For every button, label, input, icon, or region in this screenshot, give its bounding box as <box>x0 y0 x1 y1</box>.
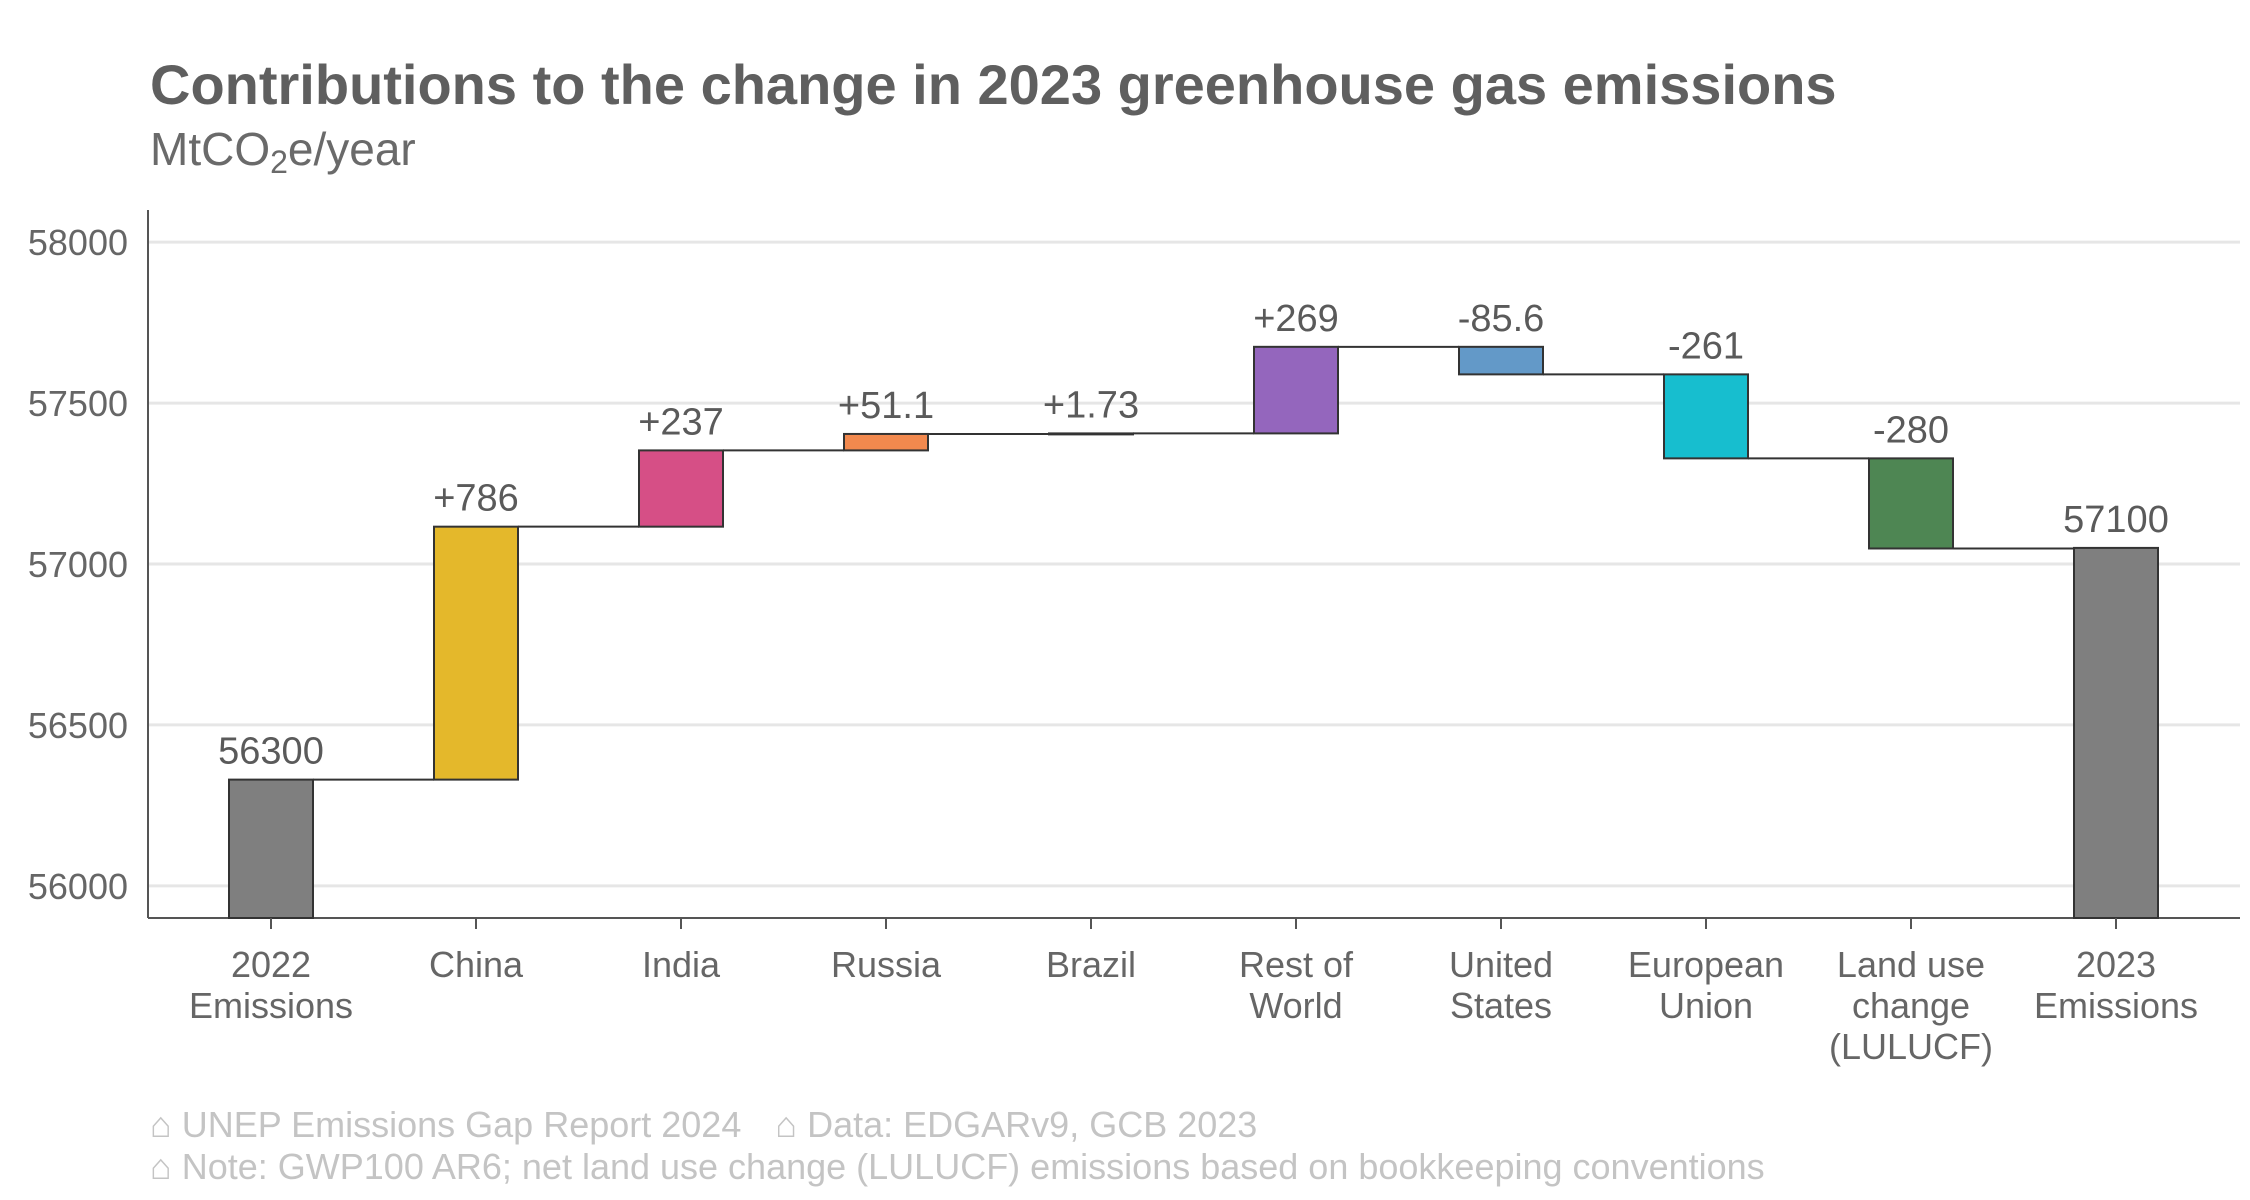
data-label: -261 <box>1668 325 1744 367</box>
data-label: -85.6 <box>1458 298 1545 340</box>
data-label: 57100 <box>2063 499 2169 541</box>
y-tick-label: 57500 <box>28 383 128 424</box>
caption-source: ⌂ UNEP Emissions Gap Report 2024 <box>150 1104 742 1145</box>
y-tick-label: 58000 <box>28 222 128 263</box>
x-tick-label: Union <box>1659 985 1753 1026</box>
bar <box>638 449 724 528</box>
data-label: +237 <box>638 401 724 443</box>
bar <box>1663 373 1749 460</box>
data-label: -280 <box>1873 409 1949 451</box>
bar <box>1253 345 1339 435</box>
unit-suffix: e/year <box>287 123 416 175</box>
caption-line-2: ⌂ Note: GWP100 AR6; net land use change … <box>150 1146 1765 1187</box>
x-tick-label: Emissions <box>2034 985 2198 1026</box>
x-tick-label: European <box>1628 944 1784 985</box>
x-tick-label: World <box>1249 985 1342 1026</box>
data-label: +786 <box>433 478 519 520</box>
x-tick-label: United <box>1449 944 1553 985</box>
unit-subscript: 2 <box>270 144 288 180</box>
data-label: 56300 <box>218 731 324 773</box>
x-tick-label: Land use <box>1837 944 1985 985</box>
chart-subtitle: MtCO2e/year <box>150 122 416 181</box>
x-tick-label: Emissions <box>189 985 353 1026</box>
y-tick-label: 57000 <box>28 544 128 585</box>
x-tick-label: (LULUCF) <box>1829 1026 1993 1067</box>
data-label: +269 <box>1253 298 1339 340</box>
x-tick-label: change <box>1852 985 1970 1026</box>
caption-line-1: ⌂ UNEP Emissions Gap Report 2024 ⌂ Data: … <box>150 1104 1257 1146</box>
bar <box>2073 546 2159 920</box>
data-label: +1.73 <box>1043 384 1139 426</box>
bar <box>228 778 314 919</box>
y-tick-label: 56500 <box>28 705 128 746</box>
x-tick-label: Russia <box>831 944 942 985</box>
data-label: +51.1 <box>838 385 934 427</box>
caption-data: ⌂ Data: EDGARv9, GCB 2023 <box>775 1104 1258 1145</box>
bar <box>1868 457 1954 550</box>
x-tick-label: India <box>642 944 721 985</box>
x-tick-label: Brazil <box>1046 944 1136 985</box>
bar <box>1458 345 1544 376</box>
bar <box>433 525 519 781</box>
unit-prefix: MtCO <box>150 123 271 175</box>
x-tick-label: Rest of <box>1239 944 1354 985</box>
y-tick-label: 56000 <box>28 866 128 907</box>
bar <box>1048 432 1134 436</box>
x-tick-label: 2022 <box>231 944 311 985</box>
bar <box>843 432 929 452</box>
x-tick-label: China <box>429 944 524 985</box>
x-tick-label: 2023 <box>2076 944 2156 985</box>
chart-title: Contributions to the change in 2023 gree… <box>150 53 1837 116</box>
x-tick-label: States <box>1450 985 1552 1026</box>
